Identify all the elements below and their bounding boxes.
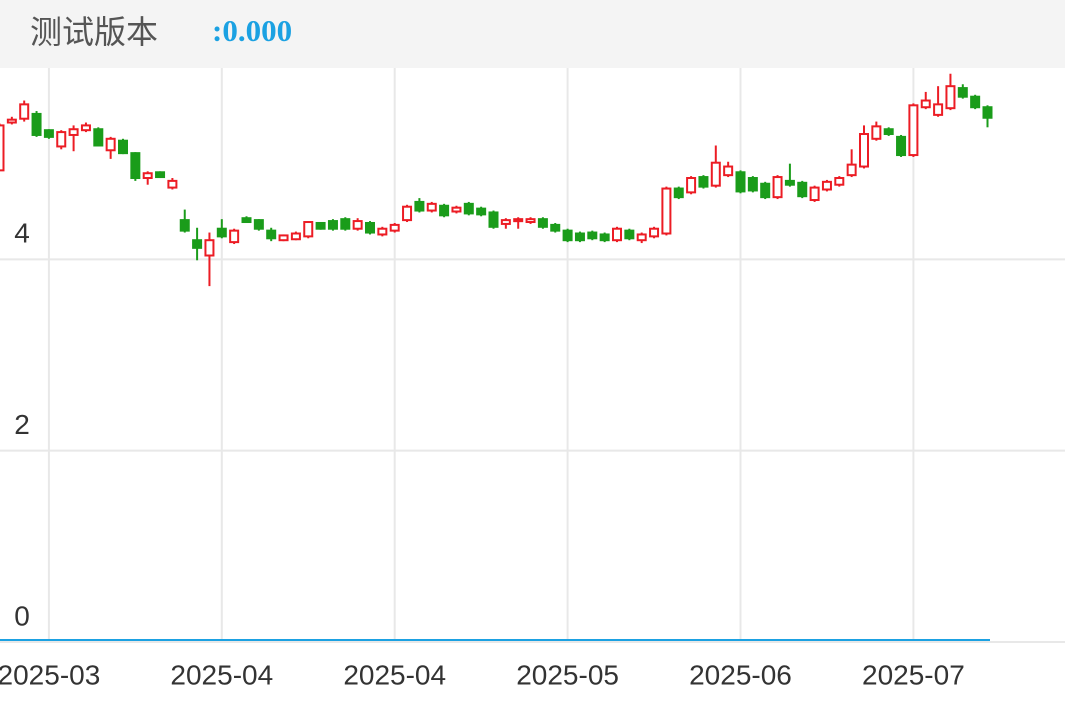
candle-body	[698, 176, 709, 188]
candle-body	[723, 165, 734, 177]
candle-body	[686, 177, 697, 194]
candle-body	[846, 163, 857, 177]
chart-title: 测试版本	[30, 13, 158, 51]
candle-body	[80, 124, 91, 132]
y-tick-label: 2	[14, 409, 30, 440]
candle-body	[327, 220, 338, 230]
candle-body	[957, 87, 968, 98]
candle-body	[0, 124, 5, 172]
candle-body	[389, 223, 400, 232]
candle-body	[31, 112, 42, 136]
candle-body	[574, 232, 585, 242]
candle-body	[167, 179, 178, 189]
candle-body	[488, 211, 499, 228]
candle-body	[883, 128, 894, 136]
candle-body	[142, 172, 153, 180]
candle-body	[340, 218, 351, 230]
candle-body	[982, 106, 993, 119]
candle-body	[6, 118, 17, 124]
candle-body	[550, 223, 561, 232]
header-value: :0.000	[212, 13, 292, 48]
candle-body	[253, 219, 264, 230]
candle-body	[451, 206, 462, 213]
candle-body	[784, 179, 795, 186]
candle-body	[105, 137, 116, 152]
x-tick-label: 2025-06	[689, 659, 792, 690]
candle-body	[19, 103, 30, 120]
candle-body	[513, 218, 524, 223]
candle-body	[624, 229, 635, 240]
x-tick-label: 2025-03	[0, 659, 100, 690]
candle-body	[673, 187, 684, 199]
candle-body	[871, 125, 882, 140]
candle-body	[439, 204, 450, 217]
candle-body	[747, 177, 758, 192]
candle-body	[500, 219, 511, 225]
candle-body	[649, 227, 660, 238]
candle-body	[315, 221, 326, 230]
candle-body	[352, 220, 363, 230]
candle-body	[476, 207, 487, 216]
candle-body	[970, 95, 981, 109]
x-tick-label: 2025-04	[343, 659, 446, 690]
candle-body	[414, 200, 425, 212]
candle-body	[587, 231, 598, 240]
y-tick-label: 0	[14, 600, 30, 631]
candle-body	[821, 180, 832, 191]
candle-body	[809, 186, 820, 202]
candle-body	[797, 181, 808, 198]
candle-body	[118, 139, 128, 155]
candle-body	[365, 221, 375, 234]
candle-body	[278, 234, 289, 242]
candle-body	[908, 104, 919, 157]
candle-body	[192, 239, 203, 249]
candle-body	[155, 171, 166, 179]
candle-body	[377, 227, 388, 236]
candle-body	[266, 229, 277, 240]
candle-body	[760, 182, 771, 199]
candle-body	[130, 152, 141, 180]
candle-body	[735, 171, 746, 193]
candle-body	[525, 218, 536, 224]
candle-body	[93, 128, 104, 147]
x-tick-label: 2025-04	[170, 659, 273, 690]
candle-body	[612, 227, 622, 242]
candle-body	[896, 135, 907, 157]
candle-body	[463, 202, 474, 215]
candle-body	[204, 239, 215, 257]
candle-body	[772, 176, 783, 199]
x-tick-label: 2025-07	[862, 659, 965, 690]
candle-body	[599, 233, 610, 242]
candle-body	[537, 218, 548, 228]
y-tick-label: 4	[14, 218, 30, 249]
candle-body	[933, 103, 944, 116]
candle-body	[229, 229, 240, 244]
candle-body	[945, 85, 956, 110]
x-tick-label: 2025-05	[516, 659, 619, 690]
candle-body	[402, 205, 413, 222]
candle-body	[426, 202, 437, 212]
candle-body	[241, 217, 252, 224]
candle-body	[920, 99, 931, 109]
candle-body	[43, 129, 54, 138]
candle-body	[710, 161, 721, 187]
candle-body	[68, 128, 79, 136]
candle-body	[834, 177, 845, 186]
candle-body	[636, 233, 647, 242]
candle-body	[303, 221, 314, 238]
candle-body	[661, 187, 672, 235]
candle-body	[56, 131, 67, 148]
candle-body	[562, 229, 573, 242]
candle-body	[216, 227, 227, 238]
header-bg	[0, 0, 1065, 68]
candle-body	[859, 133, 869, 168]
candle-body	[179, 219, 190, 232]
candle-body	[290, 232, 301, 241]
